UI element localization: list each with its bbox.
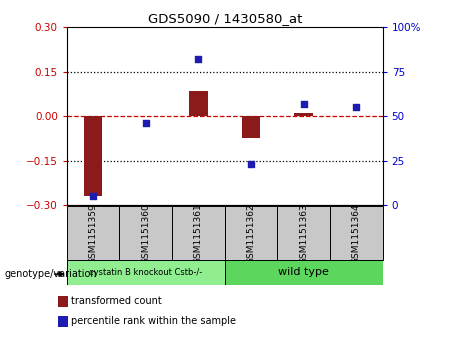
- Text: percentile rank within the sample: percentile rank within the sample: [71, 316, 236, 326]
- Text: GSM1151362: GSM1151362: [247, 203, 255, 264]
- Bar: [119, 206, 172, 260]
- Bar: [347, 115, 366, 116]
- Text: GSM1151364: GSM1151364: [352, 203, 361, 264]
- Text: genotype/variation: genotype/variation: [5, 269, 97, 279]
- Text: cystatin B knockout Cstb-/-: cystatin B knockout Cstb-/-: [89, 268, 202, 277]
- Text: transformed count: transformed count: [71, 296, 162, 306]
- Text: GSM1151359: GSM1151359: [89, 203, 98, 264]
- Point: [353, 104, 360, 110]
- Bar: [67, 260, 225, 285]
- Bar: [84, 116, 102, 196]
- Text: GSM1151361: GSM1151361: [194, 203, 203, 264]
- Bar: [67, 206, 119, 260]
- Bar: [242, 116, 260, 138]
- Bar: [278, 206, 330, 260]
- Text: wild type: wild type: [278, 267, 329, 277]
- Title: GDS5090 / 1430580_at: GDS5090 / 1430580_at: [148, 12, 302, 25]
- Point: [142, 121, 149, 126]
- Point: [248, 161, 255, 167]
- Bar: [189, 91, 207, 116]
- Point: [195, 56, 202, 62]
- Text: GSM1151360: GSM1151360: [141, 203, 150, 264]
- Bar: [172, 206, 225, 260]
- Text: GSM1151363: GSM1151363: [299, 203, 308, 264]
- Bar: [330, 206, 383, 260]
- Bar: [295, 113, 313, 116]
- Point: [89, 193, 97, 199]
- Bar: [225, 260, 383, 285]
- Point: [300, 101, 307, 107]
- Bar: [225, 206, 278, 260]
